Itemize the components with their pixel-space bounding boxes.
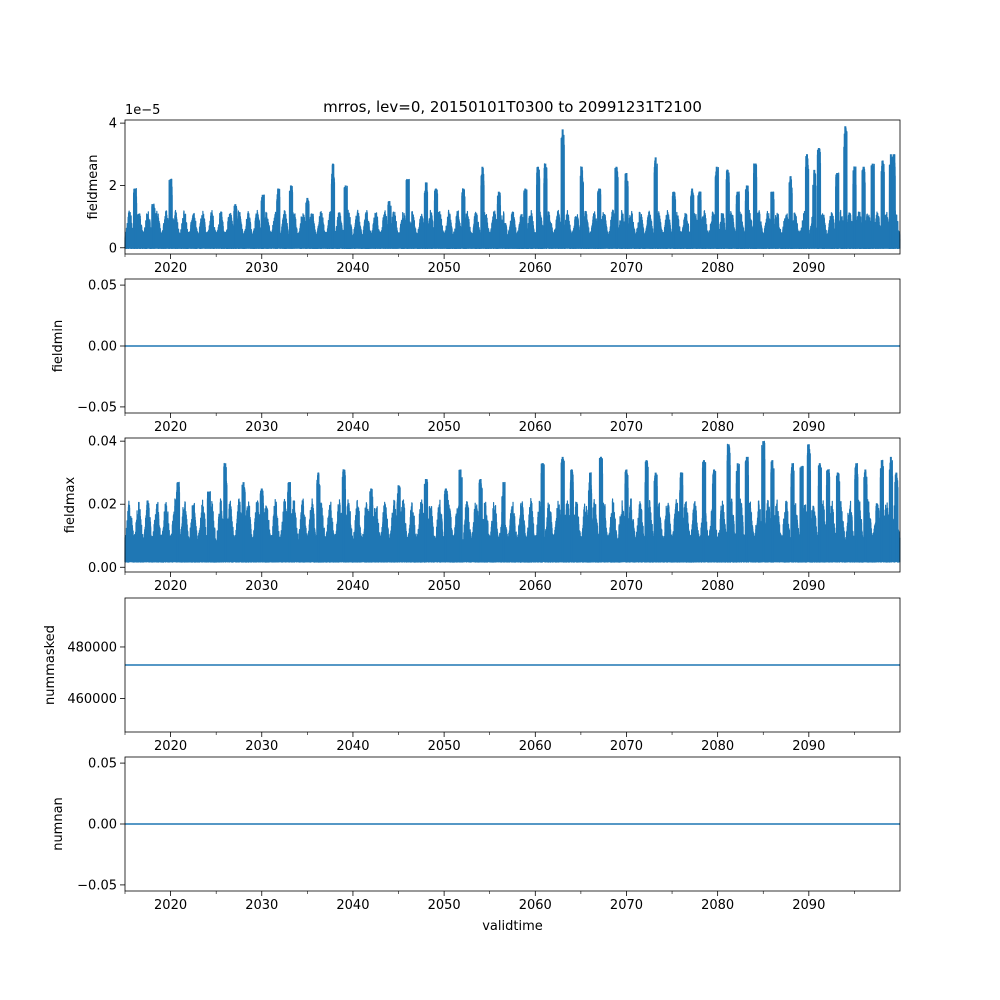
x-tick-label: 2090 [792, 420, 825, 435]
x-tick-label: 2050 [428, 898, 461, 913]
subplot-fieldmin: 2020 2030 2040 2050 2060 2070 2080 2090 −0.05 0.0… [51, 279, 901, 435]
x-tick-label: 2090 [792, 898, 825, 913]
y-tick-label: −0.05 [77, 878, 117, 893]
x-tick-label: 2060 [519, 898, 552, 913]
series-line-fieldmean [124, 126, 901, 250]
x-tick-label: 2060 [519, 261, 552, 276]
x-tick-label: 2040 [336, 898, 369, 913]
x-tick-label: 2060 [519, 420, 552, 435]
x-tick-label: 2050 [428, 261, 461, 276]
x-tick-label: 2090 [792, 579, 825, 594]
series-line-fieldmax [124, 440, 901, 563]
subplot-stack: 2020 2030 2040 2050 2060 2070 2080 2090 0 2 4 field… [43, 103, 901, 913]
y-tick-label: 0.04 [88, 435, 117, 450]
x-axis-label: validtime [482, 919, 543, 934]
x-tick-label: 2070 [610, 739, 643, 754]
y-tick-label: 460000 [67, 692, 117, 707]
x-tick-label: 2030 [245, 739, 278, 754]
figure-title: mrros, lev=0, 20150101T0300 to 20991231T… [323, 98, 702, 116]
y-tick-label: 4 [109, 117, 117, 132]
x-tick-label: 2020 [154, 898, 187, 913]
x-tick-label: 2030 [245, 898, 278, 913]
subplot-fieldmean: 2020 2030 2040 2050 2060 2070 2080 2090 0 2 4 field… [86, 103, 901, 276]
x-tick-label: 2070 [610, 898, 643, 913]
x-tick-label: 2030 [245, 261, 278, 276]
x-tick-label: 2020 [154, 261, 187, 276]
y-tick-label: 0.05 [88, 757, 117, 772]
x-tick-label: 2020 [154, 420, 187, 435]
subplot-nummasked: 2020 2030 2040 2050 2060 2070 2080 2090 460000 48… [43, 597, 901, 754]
y-axis-label: nummasked [43, 625, 58, 705]
x-tick-label: 2080 [701, 739, 734, 754]
y-axis-label: fieldmax [63, 477, 78, 534]
x-tick-label: 2060 [519, 739, 552, 754]
x-tick-label: 2090 [792, 261, 825, 276]
y-tick-label: 0.00 [88, 340, 117, 355]
y-tick-label: −0.05 [77, 400, 117, 415]
axes-frame [124, 437, 901, 573]
y-tick-label: 0.02 [88, 498, 117, 513]
x-tick-label: 2060 [519, 579, 552, 594]
x-tick-label: 2080 [701, 420, 734, 435]
y-axis-label: fieldmin [51, 320, 66, 373]
x-tick-label: 2020 [154, 739, 187, 754]
y-tick-label: 480000 [67, 640, 117, 655]
x-tick-label: 2040 [336, 739, 369, 754]
x-tick-label: 2050 [428, 420, 461, 435]
y-axis-label: numnan [51, 797, 66, 851]
x-tick-label: 2020 [154, 579, 187, 594]
subplot-numnan: 2020 2030 2040 2050 2060 2070 2080 2090 −0.05 0.0… [51, 757, 901, 913]
x-tick-label: 2050 [428, 579, 461, 594]
y-tick-label: 0.00 [88, 818, 117, 833]
y-tick-label: 0 [109, 241, 117, 256]
x-tick-label: 2080 [701, 898, 734, 913]
x-tick-label: 2090 [792, 739, 825, 754]
subplot-fieldmax: 2020 2030 2040 2050 2060 2070 2080 2090 0.00 0.02… [63, 435, 901, 594]
x-tick-label: 2040 [336, 420, 369, 435]
x-tick-label: 2080 [701, 261, 734, 276]
x-tick-label: 2050 [428, 739, 461, 754]
y-axis-label: fieldmean [86, 155, 101, 220]
y-offset-text: 1e−5 [125, 103, 160, 118]
axes-frame [124, 119, 901, 255]
y-tick-label: 0.05 [88, 279, 117, 294]
x-tick-label: 2030 [245, 579, 278, 594]
x-tick-label: 2030 [245, 420, 278, 435]
x-tick-label: 2070 [610, 261, 643, 276]
x-tick-label: 2040 [336, 261, 369, 276]
x-tick-label: 2070 [610, 579, 643, 594]
y-tick-label: 0.00 [88, 561, 117, 576]
x-tick-label: 2070 [610, 420, 643, 435]
x-tick-label: 2080 [701, 579, 734, 594]
y-tick-label: 2 [109, 179, 117, 194]
x-tick-label: 2040 [336, 579, 369, 594]
axes-frame [124, 597, 901, 733]
